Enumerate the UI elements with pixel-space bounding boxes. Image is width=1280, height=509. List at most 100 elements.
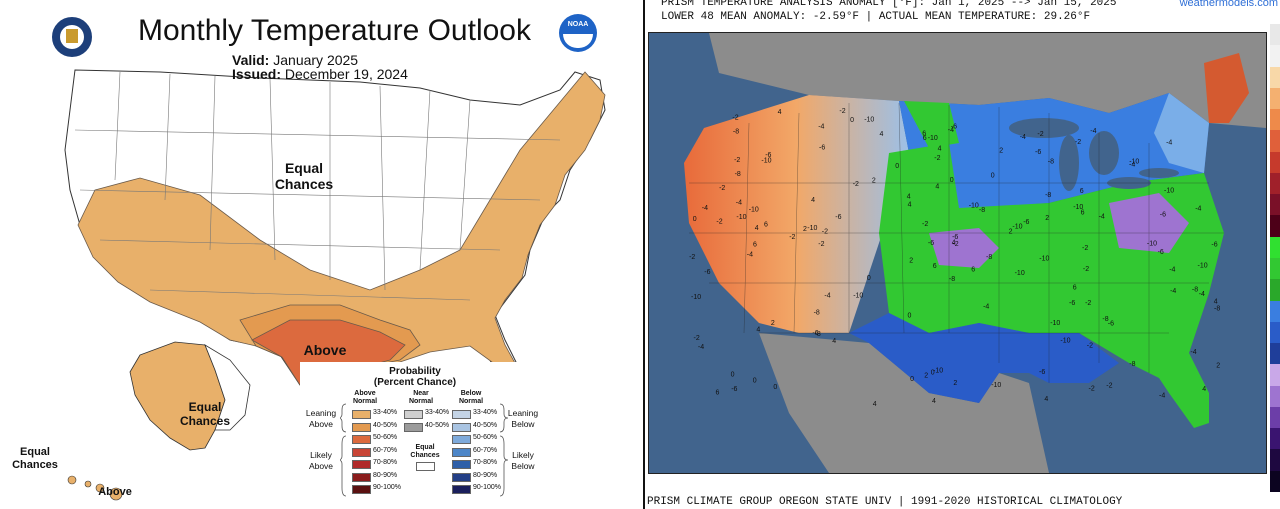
legend-above-swatch-label: 90-100% [373,484,402,491]
anomaly-value-label: -10 [969,203,979,210]
anomaly-value-label: -10 [928,135,938,142]
anomaly-value-label: -2 [839,108,845,115]
anomaly-value-label: -4 [1166,140,1172,147]
analysis-panel: PRISM TEMPERATURE ANALYSIS ANOMALY [°F]:… [645,0,1280,509]
colorbar-segment [1270,151,1280,174]
anomaly-value-label: 2 [999,148,1003,155]
conus-blue-south [849,313,1119,403]
probability-legend: Probability (Percent Chance) Above Norma… [300,362,545,502]
anomaly-value-label: -10 [1129,159,1139,166]
colorbar-segment [1270,279,1280,302]
anomaly-value-label: 6 [764,221,768,228]
anomaly-value-label: -10 [1073,204,1083,211]
legend-equal-chances-label: Equal Chances [410,444,440,459]
legend-col-below: Below Normal [458,390,484,405]
anomaly-value-label: 4 [908,202,912,209]
anomaly-value-label: -10 [1050,320,1060,327]
anomaly-value-label: 0 [908,312,912,319]
anomaly-value-label: -4 [1195,206,1201,213]
northeast-mix [1154,93,1209,173]
anomaly-value-label: 4 [935,183,939,190]
anomaly-value-label: 4 [1202,386,1206,393]
anomaly-value-label: -8 [1214,306,1220,313]
anomaly-value-label: -10 [1147,240,1157,247]
anomaly-value-label: -2 [734,157,740,164]
anomaly-value-label: -6 [1160,211,1166,218]
issued-line: Issued: December 19, 2024 [232,66,408,82]
colorbar [1270,24,1280,493]
anomaly-value-label: -2 [732,114,738,121]
valid-value: January 2025 [273,52,359,68]
anomaly-value-label: 2 [1216,363,1220,370]
anomaly-value-label: -6 [731,386,737,393]
anomaly-value-label: 0 [731,372,735,379]
anomaly-value-label: 4 [938,146,942,153]
anomaly-value-label: -4 [824,293,830,300]
anomaly-value-label: -2 [1083,266,1089,273]
anomaly-value-label: -6 [951,124,957,131]
legend-above-swatch-label: 80-90% [373,471,398,479]
anomaly-value-label: -10 [691,294,701,301]
credit-link[interactable]: weathermodels.com [1179,0,1278,9]
legend-likely-above: Likely Above [308,450,334,471]
anomaly-value-label: 0 [850,117,854,124]
anomaly-value-label: 2 [1009,229,1013,236]
canada-land [709,33,1266,128]
anomaly-value-label: -8 [1048,159,1054,166]
anomaly-value-label: 0 [931,370,935,377]
anomaly-value-label: -4 [948,127,954,134]
anomaly-value-label: -4 [698,344,704,351]
legend-below-swatch [452,410,471,419]
anomaly-value-label: 2 [803,226,807,233]
anomaly-value-label: -6 [1023,219,1029,226]
anomaly-value-label: -10 [864,116,874,123]
anomaly-value-label: -6 [819,145,825,152]
anomaly-value-label: -4 [818,123,824,130]
outlook-map [64,69,606,501]
above-label: Above [303,342,347,358]
hawaii-equal-chances-label: Equal Chances [12,446,58,471]
anomaly-value-label: 6 [933,263,937,270]
anomaly-value-label: 2 [924,373,928,380]
anomaly-value-label: -6 [765,152,771,159]
colorbar-segment [1270,364,1280,387]
anomaly-value-label: -10 [1164,187,1174,194]
legend-above-swatch-label: 60-70% [373,446,398,454]
anomaly-value-label: -6 [1108,320,1114,327]
anomaly-value-label: 2 [953,380,957,387]
anomaly-value-label: -8 [735,171,741,178]
anomaly-value-label: 4 [1214,299,1218,306]
legend-likely-below: Likely Below [511,450,535,471]
anomaly-value-label: -6 [1035,149,1041,156]
anomaly-value-label: -2 [789,234,795,241]
conus-purple-plains [929,228,999,268]
anomaly-value-label: -8 [1129,361,1135,368]
legend-below-swatch [452,422,471,432]
legend-above-swatch [352,472,371,482]
anomaly-value-label: -4 [747,251,753,258]
anomaly-value-label: -8 [814,310,820,317]
alaska-equal-chances-label: Equal Chances [179,400,231,428]
legend-above-swatch-label: 40-50% [373,421,398,429]
anomaly-value-label: -4 [1020,134,1026,141]
anomaly-value-label: -2 [1085,300,1091,307]
anomaly-value-label: -2 [853,181,859,188]
doc-seal-icon [52,17,92,57]
analysis-header-line1: PRISM TEMPERATURE ANALYSIS ANOMALY [°F]:… [661,0,1117,9]
anomaly-value-label: -6 [928,240,934,247]
anomaly-value-label: -2 [1106,382,1112,389]
legend-near-swatch [404,422,423,432]
anomaly-value-label: -6 [704,269,710,276]
anomaly-value-label: -4 [736,200,742,207]
legend-above-swatch-label: 70-80% [373,459,398,466]
anomaly-value-label: 0 [753,378,757,385]
hawaii-islands [67,475,123,501]
legend-above-swatch [352,485,371,494]
legend-subtitle: (Percent Chance) [373,377,457,388]
legend-below-swatch-label: 80-90% [473,471,498,479]
anomaly-value-label: -10 [853,293,863,300]
anomaly-value-label: 6 [716,390,720,397]
anomaly-value-label: 0 [950,177,954,184]
outlook-title: Monthly Temperature Outlook [138,14,531,47]
anomaly-value-label: -10 [736,214,746,221]
